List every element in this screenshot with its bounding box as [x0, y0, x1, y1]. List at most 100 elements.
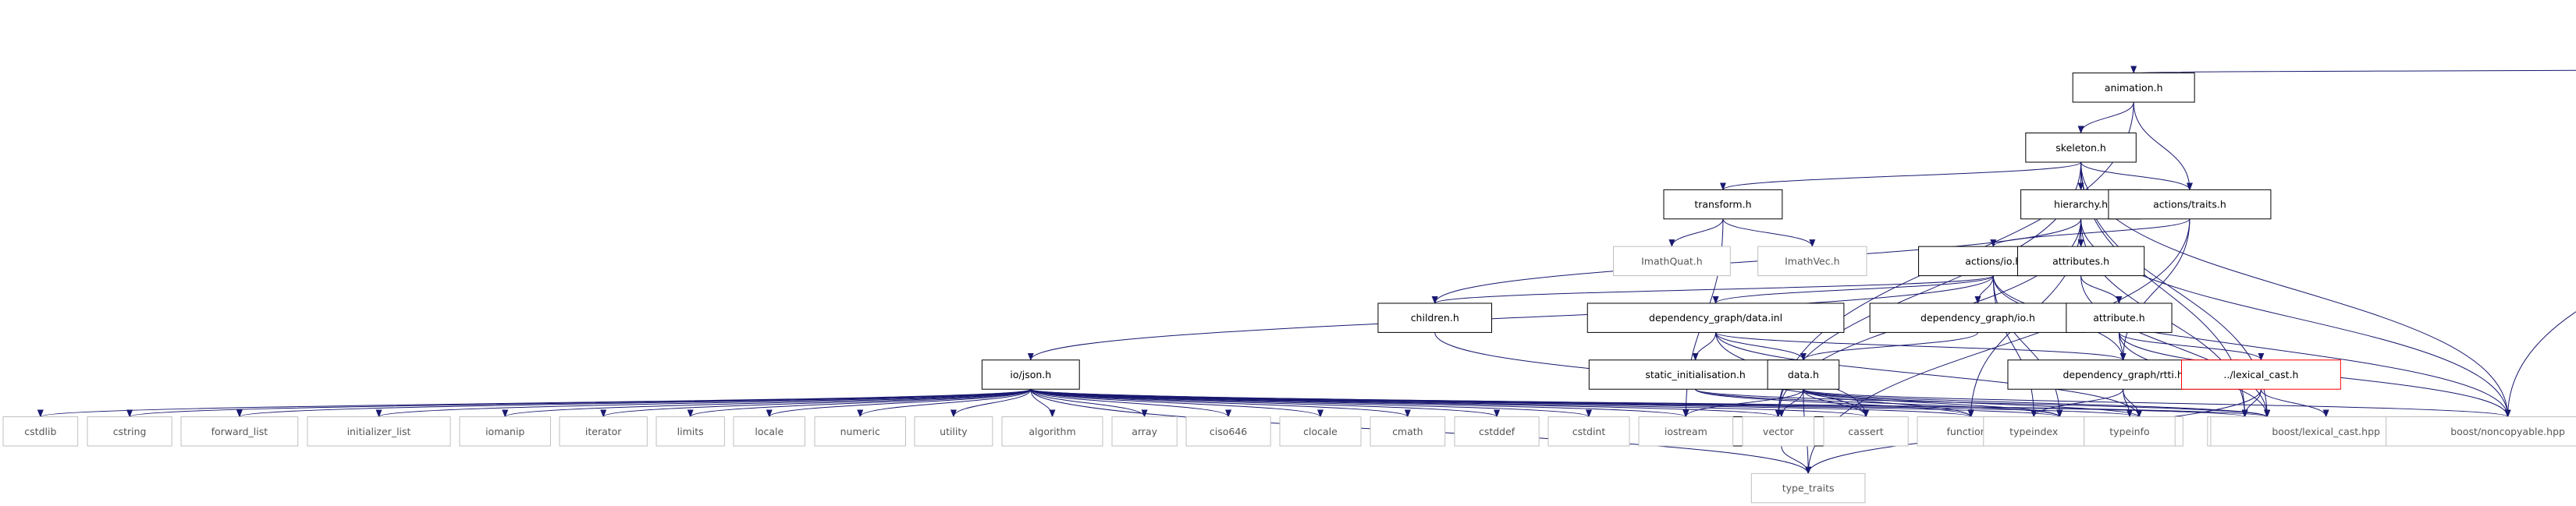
- node-box: [87, 416, 172, 447]
- node-label: dependency_graph/io.h: [1920, 312, 2035, 324]
- edge-dg_rtti-to-sstream: [2123, 389, 2143, 418]
- node-label: vector: [1763, 426, 1795, 437]
- node-label: limits: [677, 426, 704, 437]
- node-box: [2025, 133, 2137, 163]
- node-box: [2016, 246, 2145, 277]
- edge-io_json-to-ciso646: [1030, 388, 1231, 418]
- edge-data_h-to-functional: [1803, 388, 1974, 418]
- node-skeleton[interactable]: skeleton.h: [2025, 133, 2137, 163]
- node-label: io/json.h: [1010, 369, 1051, 380]
- node-box: [1742, 416, 1815, 447]
- node-type-traits: type_traits: [1750, 472, 1866, 504]
- edge-actions_io-to-dg_data_inl: [1712, 275, 1994, 304]
- node-box: [1757, 246, 1867, 277]
- node-data-h[interactable]: data.h: [1767, 359, 1840, 390]
- node-cmath: cmath: [1370, 416, 1446, 447]
- node-locale: locale: [733, 416, 806, 447]
- node-label: array: [1132, 426, 1157, 437]
- node-cassert: cassert: [1823, 416, 1909, 447]
- node-animation[interactable]: animation.h: [2072, 73, 2195, 103]
- node-initializer-list: initializer_list: [307, 416, 451, 447]
- node-label: attributes.h: [2052, 255, 2109, 267]
- node-box: [1370, 416, 1446, 447]
- edge-metric-to-boost_noncopy: [2504, 311, 2576, 418]
- node-box: [1279, 416, 1362, 447]
- node-label: skeleton.h: [2055, 142, 2106, 154]
- node-children[interactable]: children.h: [1377, 303, 1493, 333]
- node-imathquat: ImathQuat.h: [1613, 246, 1731, 277]
- node-label: numeric: [840, 426, 880, 437]
- edge-actions_io-to-dg_io: [1974, 275, 1994, 304]
- node-label: dependency_graph/rtti.h: [2063, 369, 2183, 380]
- edge-metric-to-animation: [2133, 65, 2576, 74]
- edge-actions_io-to-io_json: [1028, 275, 1994, 361]
- edge-data_h-to-cassert: [1803, 389, 1870, 418]
- edge-io_json-to-cstddef: [1030, 388, 1500, 418]
- node-attributes[interactable]: attributes.h: [2016, 246, 2145, 277]
- edge-attribute-to-lexical_cast: [2118, 332, 2265, 361]
- node-label: boost/lexical_cast.hpp: [2272, 426, 2380, 437]
- node-attribute[interactable]: attribute.h: [2066, 303, 2173, 333]
- node-label: actions/traits.h: [2153, 199, 2226, 211]
- node-numeric: numeric: [814, 416, 906, 447]
- node-typeindex: typeindex: [1983, 416, 2085, 447]
- node-box: [1613, 246, 1731, 277]
- node-box: [2066, 303, 2173, 333]
- node-label: clocale: [1303, 426, 1338, 437]
- node-box: [1750, 472, 1866, 504]
- edge-io_json-to-clocale: [1030, 388, 1324, 418]
- edge-data_h-to-boost_noncopy: [1803, 388, 2511, 418]
- edge-io_json-to-numeric: [857, 388, 1032, 418]
- node-label: typeinfo: [2109, 426, 2149, 437]
- node-transform[interactable]: transform.h: [1663, 189, 1783, 220]
- node-imathvec: ImathVec.h: [1757, 246, 1867, 277]
- node-label: iterator: [585, 426, 622, 437]
- node-lexical-cast[interactable]: ../lexical_cast.h: [2181, 359, 2341, 390]
- node-cstring: cstring: [87, 416, 172, 447]
- node-box: [1001, 416, 1103, 447]
- edge-io_json-to-cmath: [1030, 388, 1411, 418]
- edge-attributes-to-memory: [2080, 275, 2271, 418]
- node-box: [1638, 416, 1734, 447]
- edge-io_json-to-locale: [766, 388, 1032, 418]
- node-boost-noncopy: boost/noncopyable.hpp: [2386, 416, 2576, 447]
- edge-io_json-to-cassert: [1030, 388, 1869, 418]
- node-cstdint: cstdint: [1547, 416, 1630, 447]
- edge-lexical_cast-to-boost_lexical: [2260, 389, 2329, 418]
- node-io-json[interactable]: io/json.h: [981, 359, 1080, 390]
- edge-transform-to-imathquat: [1668, 218, 1724, 248]
- node-dg-data-inl[interactable]: dependency_graph/data.inl: [1586, 303, 1845, 333]
- node-box: [1185, 416, 1271, 447]
- file-nodes: src/plugins/anim/datatypes/metric.hanima…: [2, 73, 2576, 504]
- edge-skeleton-to-transform: [1720, 161, 2082, 191]
- node-box: [2072, 73, 2195, 103]
- node-cstddef: cstddef: [1454, 416, 1540, 447]
- node-limits: limits: [656, 416, 725, 447]
- node-box: [1823, 416, 1909, 447]
- node-label: data.h: [1788, 369, 1819, 380]
- edge-animation-to-actions_traits: [2133, 102, 2193, 191]
- node-label: forward_list: [211, 426, 268, 437]
- node-label: cstddef: [1479, 426, 1515, 437]
- node-utility: utility: [914, 416, 993, 447]
- node-box: [307, 416, 451, 447]
- node-dg-io[interactable]: dependency_graph/io.h: [1869, 303, 2087, 333]
- node-box: [1586, 303, 1845, 333]
- node-box: [1454, 416, 1540, 447]
- node-label: utility: [940, 426, 968, 437]
- node-cstdlib: cstdlib: [2, 416, 79, 447]
- node-label: children.h: [1411, 312, 1459, 324]
- edge-dg_data_inl-to-dg_rtti: [1715, 331, 2127, 361]
- node-actions-traits[interactable]: actions/traits.h: [2108, 189, 2272, 220]
- node-label: iomanip: [485, 426, 524, 437]
- node-box: [914, 416, 993, 447]
- node-label: initializer_list: [347, 426, 411, 437]
- edge-data_h-to-iostream: [1682, 388, 1804, 418]
- edge-io_json-to-initializer_list: [375, 388, 1032, 418]
- edge-actions_io-to-boost_noncopy: [1992, 275, 2511, 418]
- node-label: transform.h: [1694, 199, 1751, 211]
- node-label: ImathQuat.h: [1641, 255, 1703, 267]
- node-box: [981, 359, 1080, 390]
- node-clocale: clocale: [1279, 416, 1362, 447]
